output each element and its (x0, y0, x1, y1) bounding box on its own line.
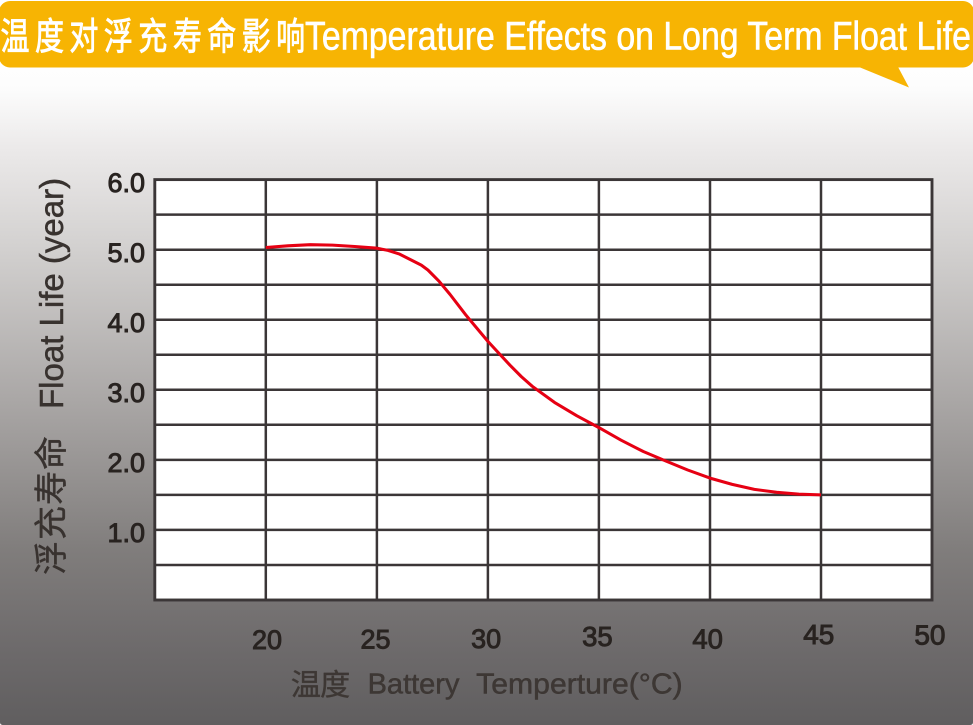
svg-text:Temperature Effects on Long Te: Temperature Effects on Long Term Float L… (305, 15, 971, 59)
svg-text:6.0: 6.0 (107, 168, 145, 198)
svg-text:2.0: 2.0 (107, 448, 145, 478)
svg-text:40: 40 (692, 623, 723, 654)
svg-text:Float Life (year): Float Life (year) (33, 178, 70, 409)
svg-text:4.0: 4.0 (107, 308, 145, 338)
svg-text:Battery: Battery (368, 669, 460, 701)
svg-text:Temperture(°C): Temperture(°C) (476, 669, 683, 701)
svg-text:25: 25 (360, 625, 390, 655)
svg-text:20: 20 (252, 625, 282, 655)
svg-text:30: 30 (471, 624, 501, 654)
svg-text:5.0: 5.0 (107, 238, 145, 268)
svg-text:3.0: 3.0 (107, 378, 145, 408)
svg-text:35: 35 (582, 621, 613, 652)
svg-text:45: 45 (803, 619, 834, 650)
svg-text:50: 50 (914, 619, 945, 650)
svg-text:1.0: 1.0 (107, 518, 145, 548)
